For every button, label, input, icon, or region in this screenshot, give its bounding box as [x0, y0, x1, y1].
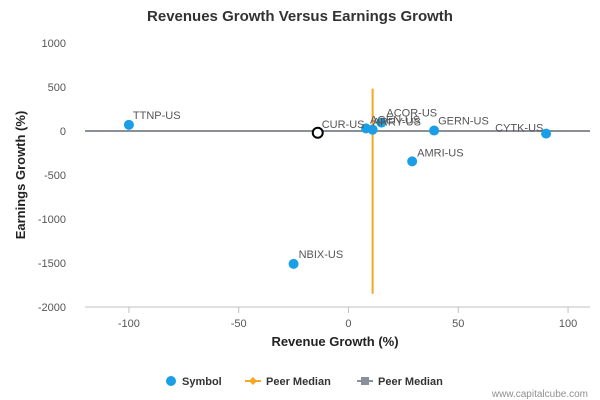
- y-tick-label: 1000: [42, 38, 66, 50]
- data-points: [123, 117, 552, 269]
- legend-peer-median-revenue-marker: [249, 377, 257, 385]
- legend-symbol-label: Symbol: [182, 376, 222, 388]
- data-point-label: NBIX-US: [299, 249, 344, 261]
- y-tick-label: -1000: [38, 214, 66, 226]
- y-tick-label: -2000: [38, 302, 66, 314]
- x-tick-label: 0: [345, 318, 351, 330]
- chart-legend: Symbol Peer Median Peer Median: [166, 376, 443, 388]
- y-tick-label: 0: [60, 126, 66, 138]
- highlight-point: [311, 126, 324, 139]
- legend-symbol-marker: [166, 376, 176, 386]
- legend-peer-median-earnings-marker: [361, 377, 369, 385]
- y-tick-label: 500: [48, 82, 66, 94]
- data-point-label: ARRY-US: [373, 117, 421, 129]
- data-point-label: ACOR-US: [386, 108, 437, 120]
- x-axis-ticks: -100 -50 0 50 100: [118, 307, 577, 330]
- x-tick-label: 100: [559, 318, 577, 330]
- data-point-label: CYTK-US: [495, 123, 543, 135]
- data-point: [376, 117, 387, 128]
- legend-peer-median-revenue-label: Peer Median: [266, 376, 331, 388]
- data-point-label: AGEN-US: [370, 114, 420, 126]
- data-point: [429, 125, 440, 136]
- data-point-label: GERN-US: [438, 116, 489, 128]
- data-point-label: AMRI-US: [417, 147, 463, 159]
- chart-title: Revenues Growth Versus Earnings Growth: [147, 8, 453, 25]
- y-axis-ticks: 1000 500 0 -500 -1000 -1500 -2000: [38, 38, 66, 314]
- data-point: [288, 258, 299, 269]
- data-point-labels: TTNP-US NBIX-US AMRI-US GERN-US CYTK-US ACOR-…: [133, 108, 543, 261]
- data-point: [123, 119, 134, 130]
- highlight-point-label: CUR-US: [322, 119, 365, 131]
- x-axis-title: Revenue Growth (%): [271, 334, 398, 349]
- y-axis-title: Earnings Growth (%): [13, 111, 28, 240]
- credit-text: www.capitalcube.com: [491, 389, 588, 400]
- x-tick-label: 50: [452, 318, 464, 330]
- data-point: [367, 124, 378, 135]
- x-tick-label: -100: [118, 318, 140, 330]
- legend-peer-median-earnings-label: Peer Median: [378, 376, 443, 388]
- y-tick-label: -1500: [38, 258, 66, 270]
- data-point-label: TTNP-US: [133, 110, 181, 122]
- data-point: [407, 156, 418, 167]
- data-point: [541, 128, 552, 139]
- x-tick-label: -50: [231, 318, 247, 330]
- y-tick-label: -500: [44, 170, 66, 182]
